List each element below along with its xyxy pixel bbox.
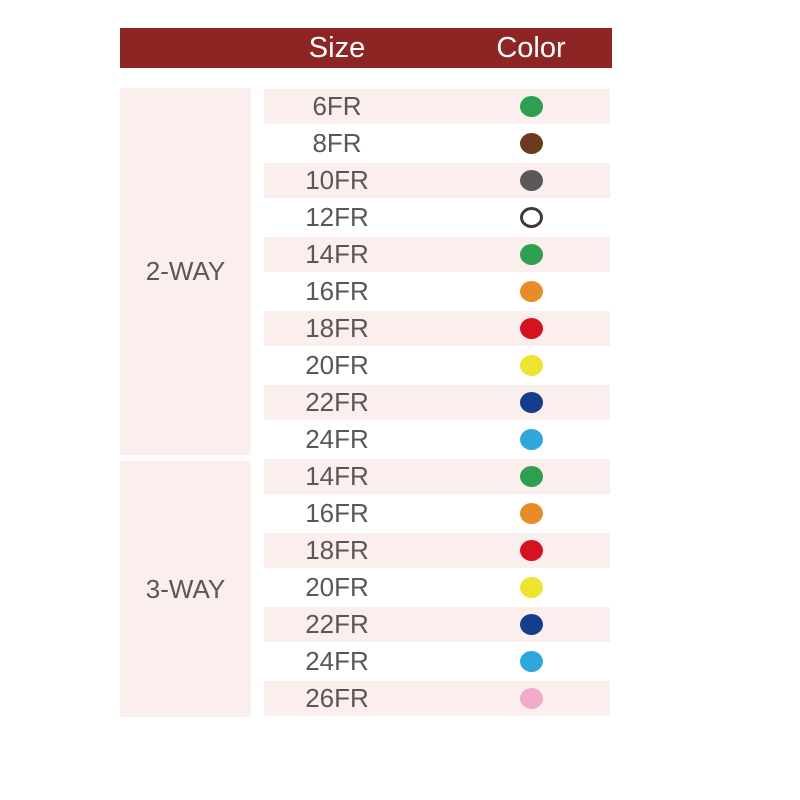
table-row: 22FR — [264, 606, 610, 643]
table-row: 14FR — [264, 458, 610, 495]
size-value: 16FR — [305, 276, 369, 306]
color-cell — [464, 466, 598, 487]
table-row: 18FR — [264, 310, 610, 347]
color-cell — [464, 577, 598, 598]
table-row: 8FR — [264, 125, 610, 162]
color-cell — [464, 244, 598, 265]
color-dot — [519, 170, 543, 191]
size-value: 24FR — [305, 646, 369, 676]
color-cell — [464, 540, 598, 561]
color-dot — [519, 318, 543, 339]
size-value: 20FR — [305, 572, 369, 602]
size-value: 22FR — [305, 387, 369, 417]
size-value: 8FR — [312, 128, 362, 158]
color-dot — [519, 577, 543, 598]
size-value: 22FR — [305, 609, 369, 639]
size-value: 26FR — [305, 683, 369, 713]
size-value: 20FR — [305, 350, 369, 380]
color-cell — [464, 429, 598, 450]
group-label-2-way: 2-WAY — [120, 88, 251, 455]
table-row: 10FR — [264, 162, 610, 199]
color-cell — [464, 503, 598, 524]
table-row: 6FR — [264, 88, 610, 125]
size-value: 6FR — [312, 91, 362, 121]
table-row: 20FR — [264, 569, 610, 606]
color-dot — [519, 96, 543, 117]
size-value: 14FR — [305, 461, 369, 491]
color-dot — [519, 466, 543, 487]
color-cell — [464, 392, 598, 413]
table-row: 20FR — [264, 347, 610, 384]
color-cell — [464, 170, 598, 191]
color-dot — [519, 244, 543, 265]
size-value: 12FR — [305, 202, 369, 232]
color-dot — [519, 651, 543, 672]
table-row: 16FR — [264, 273, 610, 310]
color-dot — [519, 392, 543, 413]
color-dot — [519, 614, 543, 635]
size-value: 18FR — [305, 313, 369, 343]
color-cell — [464, 281, 598, 302]
color-dot — [519, 688, 543, 709]
color-cell — [464, 614, 598, 635]
size-value: 24FR — [305, 424, 369, 454]
table-row: 22FR — [264, 384, 610, 421]
color-cell — [464, 133, 598, 154]
color-dot — [519, 540, 543, 561]
table-row: 18FR — [264, 532, 610, 569]
color-column-header: Color — [496, 32, 566, 64]
color-cell — [464, 96, 598, 117]
size-value: 10FR — [305, 165, 369, 195]
size-column-header: Size — [308, 32, 366, 64]
table-row: 12FR — [264, 199, 610, 236]
color-cell — [464, 651, 598, 672]
color-cell — [464, 318, 598, 339]
table-row: 14FR — [264, 236, 610, 273]
table-row: 24FR — [264, 421, 610, 458]
color-cell — [464, 355, 598, 376]
color-cell — [464, 207, 598, 228]
table-row: 26FR — [264, 680, 610, 717]
color-dot — [519, 133, 543, 154]
color-cell — [464, 688, 598, 709]
size-value: 16FR — [305, 498, 369, 528]
table-row: 24FR — [264, 643, 610, 680]
table-header: Size Color — [120, 28, 612, 68]
size-value: 14FR — [305, 239, 369, 269]
color-dot — [519, 207, 543, 228]
color-dot — [519, 429, 543, 450]
table-row: 16FR — [264, 495, 610, 532]
group-label-3-way: 3-WAY — [120, 461, 251, 717]
color-dot — [519, 503, 543, 524]
color-dot — [519, 281, 543, 302]
size-value: 18FR — [305, 535, 369, 565]
color-dot — [519, 355, 543, 376]
table-body: 6FR 8FR 10FR 12FR 14FR 16FR 18FR 20FR — [264, 88, 610, 717]
